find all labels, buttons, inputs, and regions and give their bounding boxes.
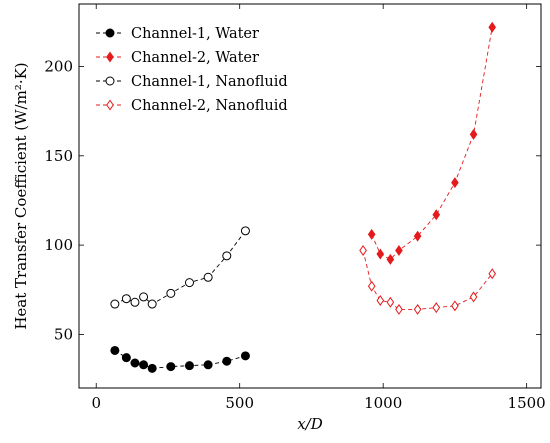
legend-label: Channel-1, Water: [131, 26, 259, 42]
data-point: [139, 292, 149, 302]
data-point: [367, 228, 376, 240]
data-point: [130, 297, 140, 307]
data-point: [432, 209, 441, 221]
legend-label: Channel-2, Nanofluid: [131, 98, 288, 114]
data-point: [413, 303, 422, 315]
legend-marker: [106, 99, 114, 111]
data-point: [386, 253, 395, 265]
data-point: [166, 288, 176, 298]
data-point: [121, 353, 131, 363]
data-point: [110, 345, 120, 355]
legend-label: Channel-1, Nanofluid: [131, 74, 288, 90]
plot-frame: [78, 3, 542, 389]
data-point: [469, 128, 478, 140]
legend-entry: Channel-1, Nanofluid: [96, 74, 288, 90]
x-tick-label: 1500: [508, 394, 546, 412]
legend-marker: [105, 76, 115, 86]
legend-entry: Channel-2, Nanofluid: [96, 98, 288, 114]
data-point: [240, 351, 250, 361]
data-point: [240, 226, 250, 236]
x-tick-label: 1000: [364, 394, 402, 412]
legend-entry: Channel-2, Water: [96, 50, 259, 66]
data-point: [139, 360, 149, 370]
legend-entry: Channel-1, Water: [96, 26, 259, 42]
series-line: [114, 350, 246, 369]
data-point: [488, 268, 497, 280]
legend-marker: [106, 51, 114, 63]
data-point: [488, 21, 497, 33]
series-3: [110, 226, 250, 309]
x-tick-label: 500: [225, 394, 254, 412]
y-tick-label: 150: [44, 147, 73, 165]
data-point: [451, 300, 459, 312]
data-point: [367, 280, 376, 292]
data-point: [147, 363, 157, 373]
y-tick-label: 50: [54, 325, 73, 343]
data-point: [386, 296, 395, 308]
axes: 0 500 1000 1500 50 100 150 200: [44, 3, 546, 412]
series-line: [362, 250, 493, 310]
data-point: [110, 299, 120, 309]
data-point: [376, 248, 385, 260]
series-line: [371, 27, 493, 260]
data-point: [130, 358, 140, 368]
data-point: [376, 295, 385, 306]
legend-marker: [105, 28, 115, 38]
data-point: [184, 361, 194, 371]
data-point: [451, 177, 459, 189]
y-tick-label: 200: [44, 58, 73, 76]
data-point: [121, 294, 131, 304]
data-point: [359, 244, 367, 256]
data-point: [395, 244, 403, 256]
series-2: [367, 21, 497, 265]
legend: Channel-1, Water Channel-2, Water Channel-…: [96, 26, 288, 114]
data-point: [222, 251, 232, 261]
data-point: [166, 362, 176, 372]
series-4: [359, 244, 497, 315]
x-tick-label: 0: [91, 394, 101, 412]
data-point: [469, 291, 478, 303]
data-point: [184, 278, 194, 288]
y-axis-label: Heat Transfer Coefficient (W/m²·K): [12, 62, 30, 329]
data-point: [147, 299, 157, 309]
legend-label: Channel-2, Water: [131, 50, 259, 66]
y-tick-label: 100: [44, 236, 73, 254]
data-point: [432, 302, 441, 314]
data-point: [222, 356, 232, 366]
plot-area: [110, 21, 497, 373]
series-1: [110, 345, 250, 373]
data-point: [413, 230, 422, 242]
data-point: [395, 303, 403, 315]
data-point: [203, 272, 213, 282]
series-line: [114, 230, 246, 305]
data-point: [203, 360, 213, 370]
x-axis-label: x/D: [297, 415, 323, 433]
